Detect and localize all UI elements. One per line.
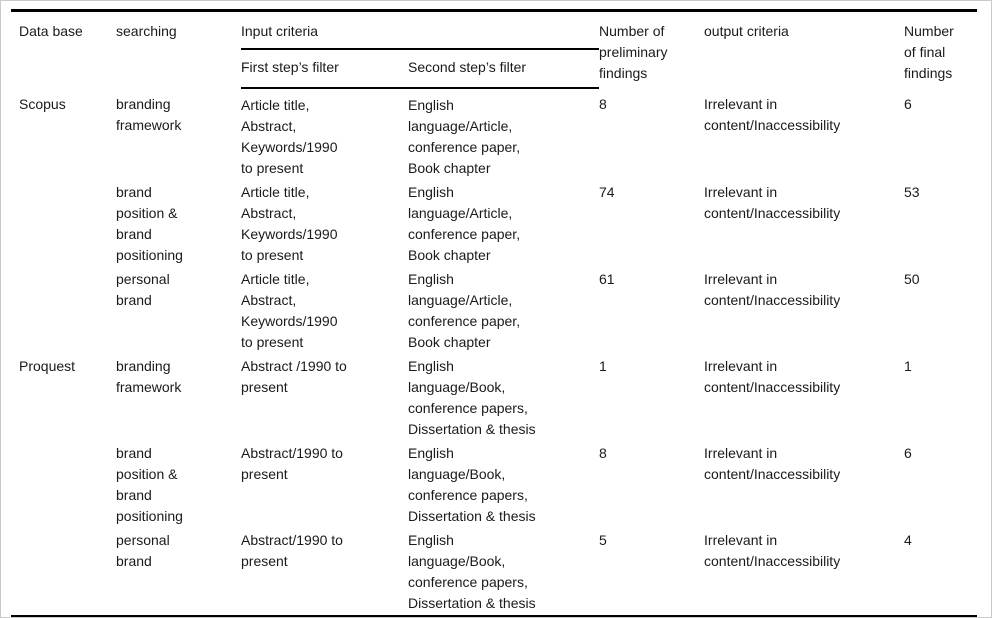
cell-first-step-filter: Article title, Abstract, Keywords/1990 t… xyxy=(241,184,338,263)
cell-second-step-filter: English language/Article, conference pap… xyxy=(408,97,521,176)
cell-database xyxy=(11,267,116,354)
table-body: Scopus branding framework Article title,… xyxy=(11,88,978,617)
cell-searching: branding framework xyxy=(116,96,182,133)
cell-final-findings: 4 xyxy=(904,532,912,548)
cell-preliminary-findings: 8 xyxy=(599,96,607,112)
table-header: Data base searching Input criteria Numbe… xyxy=(11,9,978,89)
cell-database: Scopus xyxy=(19,96,66,112)
cell-searching: personal brand xyxy=(116,271,170,308)
col-header-first-step-filter: First step’s filter xyxy=(241,49,408,89)
cell-final-findings: 6 xyxy=(904,96,912,112)
cell-output-criteria: Irrelevant in content/Inaccessibility xyxy=(704,271,841,308)
header-row-1: Data base searching Input criteria Numbe… xyxy=(11,9,978,88)
cell-output-criteria: Irrelevant in content/Inaccessibility xyxy=(704,532,841,569)
cell-final-findings: 1 xyxy=(904,358,912,374)
cell-preliminary-findings: 74 xyxy=(599,184,615,200)
cell-output-criteria: Irrelevant in content/Inaccessibility xyxy=(704,445,841,482)
col-header-preliminary-findings: Number of preliminary findings xyxy=(599,9,705,88)
cell-second-step-filter: English language/Book, conference papers… xyxy=(408,445,536,524)
table-row: Scopus branding framework Article title,… xyxy=(11,88,977,180)
cell-searching: branding framework xyxy=(116,358,182,395)
cell-preliminary-findings: 5 xyxy=(599,532,607,548)
cell-first-step-filter: Abstract/1990 to present xyxy=(241,532,343,569)
col-header-second-step-filter: Second step’s filter xyxy=(408,49,600,89)
col-header-searching: searching xyxy=(116,9,241,88)
cell-second-step-filter: English language/Book, conference papers… xyxy=(408,532,536,611)
table-row: personal brand Article title, Abstract, … xyxy=(11,267,977,354)
cell-searching: brand position & brand positioning xyxy=(116,445,183,524)
cell-database xyxy=(11,180,116,267)
cell-first-step-filter: Article title, Abstract, Keywords/1990 t… xyxy=(241,97,338,176)
cell-output-criteria: Irrelevant in content/Inaccessibility xyxy=(704,96,841,133)
cell-second-step-filter: English language/Article, conference pap… xyxy=(408,184,521,263)
table-row: brand position & brand positioning Artic… xyxy=(11,180,977,267)
cell-output-criteria: Irrelevant in content/Inaccessibility xyxy=(704,358,841,395)
table-row: Proquest branding framework Abstract /19… xyxy=(11,354,977,441)
cell-second-step-filter: English language/Article, conference pap… xyxy=(408,271,521,350)
cell-preliminary-findings: 1 xyxy=(599,358,607,374)
table-row: personal brand Abstract/1990 to present … xyxy=(11,528,977,617)
col-header-final-findings: Number of final findings xyxy=(904,9,978,88)
col-header-database: Data base xyxy=(11,9,116,88)
cell-first-step-filter: Abstract/1990 to present xyxy=(241,445,343,482)
cell-second-step-filter: English language/Book, conference papers… xyxy=(408,358,536,437)
cell-database xyxy=(11,441,116,528)
cell-database: Proquest xyxy=(19,358,76,374)
cell-searching: brand position & brand positioning xyxy=(116,184,183,263)
cell-first-step-filter: Article title, Abstract, Keywords/1990 t… xyxy=(241,271,338,350)
cell-preliminary-findings: 61 xyxy=(599,271,615,287)
search-criteria-table: Data base searching Input criteria Numbe… xyxy=(11,9,978,617)
cell-final-findings: 6 xyxy=(904,445,912,461)
cell-database xyxy=(11,528,116,617)
cell-output-criteria: Irrelevant in content/Inaccessibility xyxy=(704,184,841,221)
cell-searching: personal brand xyxy=(116,532,170,569)
cell-final-findings: 53 xyxy=(904,184,920,200)
header-row-2: First step’s filter Second step’s filter xyxy=(11,49,977,89)
col-header-input-criteria: Input criteria xyxy=(241,9,600,50)
cell-preliminary-findings: 8 xyxy=(599,445,607,461)
cell-final-findings: 50 xyxy=(904,271,920,287)
cell-first-step-filter: Abstract /1990 to present xyxy=(241,358,347,395)
table-row: brand position & brand positioning Abstr… xyxy=(11,441,977,528)
col-header-output-criteria: output criteria xyxy=(704,9,905,88)
